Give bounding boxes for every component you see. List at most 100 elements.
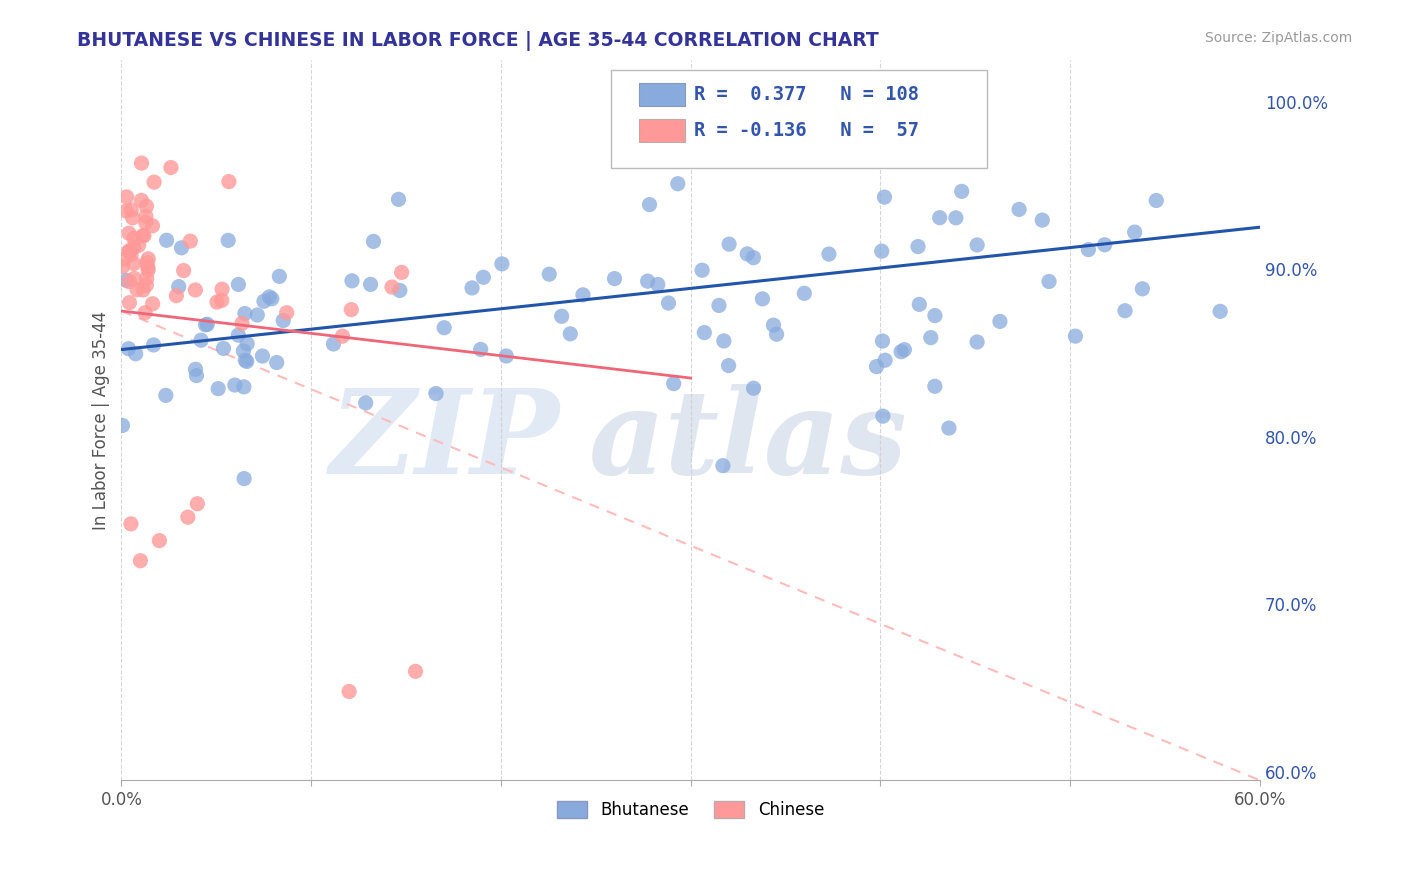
Point <box>131 156 153 170</box>
Point <box>136 256 159 270</box>
Point <box>120 516 142 531</box>
Point <box>184 362 207 376</box>
Point <box>190 333 212 347</box>
Point <box>142 338 165 352</box>
Point <box>908 297 931 311</box>
Point <box>124 347 146 361</box>
Point <box>865 359 887 374</box>
Point <box>495 349 517 363</box>
Point <box>1114 303 1136 318</box>
Point <box>872 409 894 424</box>
Point <box>228 277 250 292</box>
Text: BHUTANESE VS CHINESE IN LABOR FORCE | AGE 35-44 CORRELATION CHART: BHUTANESE VS CHINESE IN LABOR FORCE | AG… <box>77 31 879 51</box>
Text: ZIP: ZIP <box>329 384 560 499</box>
Point <box>136 252 159 266</box>
Point <box>945 211 967 225</box>
Point <box>253 294 276 309</box>
Point <box>637 274 659 288</box>
Point <box>207 382 229 396</box>
Point <box>354 396 377 410</box>
Point <box>141 219 163 233</box>
Point <box>136 260 159 275</box>
Point <box>662 376 685 391</box>
Point <box>236 336 259 351</box>
Point <box>129 554 152 568</box>
Text: atlas: atlas <box>588 384 907 499</box>
Point <box>1144 194 1167 208</box>
Point <box>184 283 207 297</box>
Point <box>966 334 988 349</box>
Point <box>890 344 912 359</box>
Point <box>572 288 595 302</box>
Text: R = -0.136   N =  57: R = -0.136 N = 57 <box>695 121 920 140</box>
Point <box>1008 202 1031 217</box>
Point <box>173 263 195 277</box>
Point <box>132 228 155 243</box>
Point <box>118 295 141 310</box>
Point <box>875 353 897 368</box>
Point <box>135 199 157 213</box>
Point <box>751 292 773 306</box>
FancyBboxPatch shape <box>612 70 987 168</box>
Point <box>332 329 354 343</box>
Point <box>1130 282 1153 296</box>
Point <box>186 368 208 383</box>
Point <box>232 343 254 358</box>
Point <box>260 292 283 306</box>
Point <box>148 533 170 548</box>
Point <box>259 290 281 304</box>
Point <box>170 241 193 255</box>
Point <box>638 197 661 211</box>
Point <box>135 271 157 285</box>
Point <box>179 234 201 248</box>
Point <box>120 247 142 261</box>
Point <box>115 204 138 219</box>
Point <box>118 244 141 258</box>
Point <box>205 295 228 310</box>
Point <box>156 233 179 247</box>
Point <box>271 313 294 327</box>
Point <box>195 318 218 332</box>
Point <box>538 267 561 281</box>
Point <box>226 328 249 343</box>
Point <box>122 240 145 254</box>
Point <box>818 247 841 261</box>
Point <box>762 318 785 332</box>
Point <box>690 263 713 277</box>
Point <box>118 275 141 289</box>
Point <box>693 326 716 340</box>
Point <box>1038 275 1060 289</box>
Point <box>928 211 950 225</box>
Point <box>647 277 669 292</box>
Point <box>1094 237 1116 252</box>
Point <box>167 279 190 293</box>
Point <box>388 284 411 298</box>
Point <box>713 334 735 348</box>
Point <box>155 388 177 402</box>
Point <box>127 283 149 297</box>
Point <box>735 247 758 261</box>
Text: R =  0.377   N = 108: R = 0.377 N = 108 <box>695 86 920 104</box>
Point <box>560 326 582 341</box>
Point <box>111 260 134 274</box>
Point <box>603 271 626 285</box>
Point <box>160 161 183 175</box>
Bar <box>640 83 685 106</box>
Point <box>121 211 143 225</box>
Point <box>1077 243 1099 257</box>
Point <box>131 194 153 208</box>
Point <box>470 343 492 357</box>
Point <box>134 306 156 320</box>
Point <box>873 190 896 204</box>
Point <box>231 317 253 331</box>
Point <box>1064 329 1087 343</box>
Point <box>128 238 150 252</box>
Point <box>742 381 765 395</box>
Point <box>218 175 240 189</box>
Point <box>252 349 274 363</box>
Point <box>924 379 946 393</box>
Point <box>177 510 200 524</box>
Point <box>381 280 404 294</box>
Point <box>870 244 893 259</box>
Point <box>117 342 139 356</box>
